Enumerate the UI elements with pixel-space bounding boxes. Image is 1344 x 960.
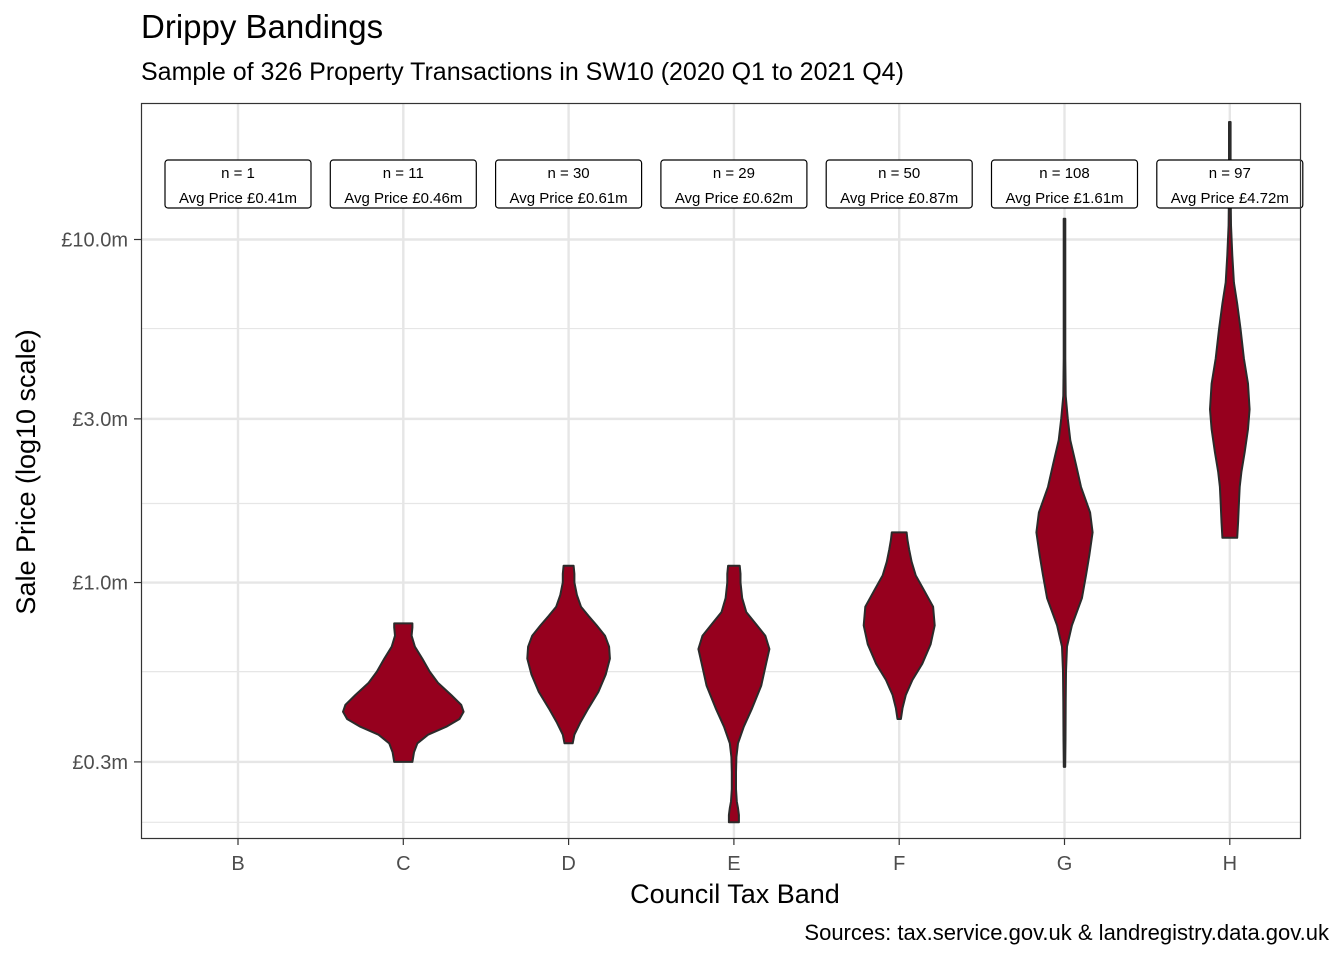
annotation-box [990,159,1139,209]
annotation-average: Avg Price £0.61m [510,190,628,207]
x-tick-label: F [893,853,905,875]
chart-title: Drippy Bandings [141,8,384,45]
annotation-average: Avg Price £4.72m [1171,190,1289,207]
chart-caption: Sources: tax.service.gov.uk & landregist… [804,920,1329,945]
x-tick-label: D [561,853,575,875]
grid-lines [141,103,1300,838]
annotation-average: Avg Price £1.61m [1005,190,1123,207]
x-tick-label: C [396,853,410,875]
x-tick-label: E [727,853,740,875]
annotation-average: Avg Price £0.41m [179,190,297,207]
annotation-count: n = 11 [383,165,424,182]
annotation-box [164,159,312,209]
annotation-label-D: n = 30 Avg Price £0.61m [495,159,643,209]
annotation-average: Avg Price £0.87m [840,190,958,207]
annotation-count: n = 30 [548,165,590,182]
annotation-average: Avg Price £0.62m [675,190,793,207]
x-tick-label: B [231,853,244,875]
annotation-box [825,159,973,209]
annotation-box [329,159,477,209]
violin-D [526,564,611,745]
x-tick-label: H [1223,853,1237,875]
y-tick-label: £3.0m [72,409,128,431]
panel-border [140,102,1302,840]
annotation-labels: n = 1 Avg Price £0.41m n = 11 Avg Price £0.… [164,159,1304,209]
y-tick-label: £0.3m [72,752,128,774]
axes: £0.3m £1.0m £3.0m £10.0m B C D E F G H [61,230,1237,875]
annotation-label-F: n = 50 Avg Price £0.87m [825,159,973,209]
annotation-count: n = 1 [221,165,255,182]
y-tick-label: £10.0m [61,230,128,252]
annotation-count: n = 29 [713,165,755,182]
annotation-box [495,159,643,209]
violins [342,121,1251,824]
violin-F [862,531,936,720]
annotation-count: n = 108 [1039,165,1089,182]
x-axis-title: Council Tax Band [630,879,840,909]
x-tick-label: G [1057,853,1073,875]
annotation-label-E: n = 29 Avg Price £0.62m [660,159,808,209]
annotation-average: Avg Price £0.46m [344,190,462,207]
violin-E [697,564,771,824]
y-tick-label: £1.0m [72,573,128,595]
annotation-label-G: n = 108 Avg Price £1.61m [990,159,1139,209]
annotation-box [1156,159,1304,209]
violin-H [1209,121,1251,539]
y-axis-title: Sale Price (log10 scale) [11,329,41,614]
annotation-label-B: n = 1 Avg Price £0.41m [164,159,312,209]
chart-subtitle: Sample of 326 Property Transactions in S… [141,58,904,86]
annotation-label-H: n = 97 Avg Price £4.72m [1156,159,1304,209]
annotation-label-C: n = 11 Avg Price £0.46m [329,159,477,209]
violin-G [1035,217,1094,768]
annotation-box [660,159,808,209]
annotation-count: n = 97 [1209,165,1251,182]
violin-C [342,622,465,763]
annotation-count: n = 50 [878,165,920,182]
